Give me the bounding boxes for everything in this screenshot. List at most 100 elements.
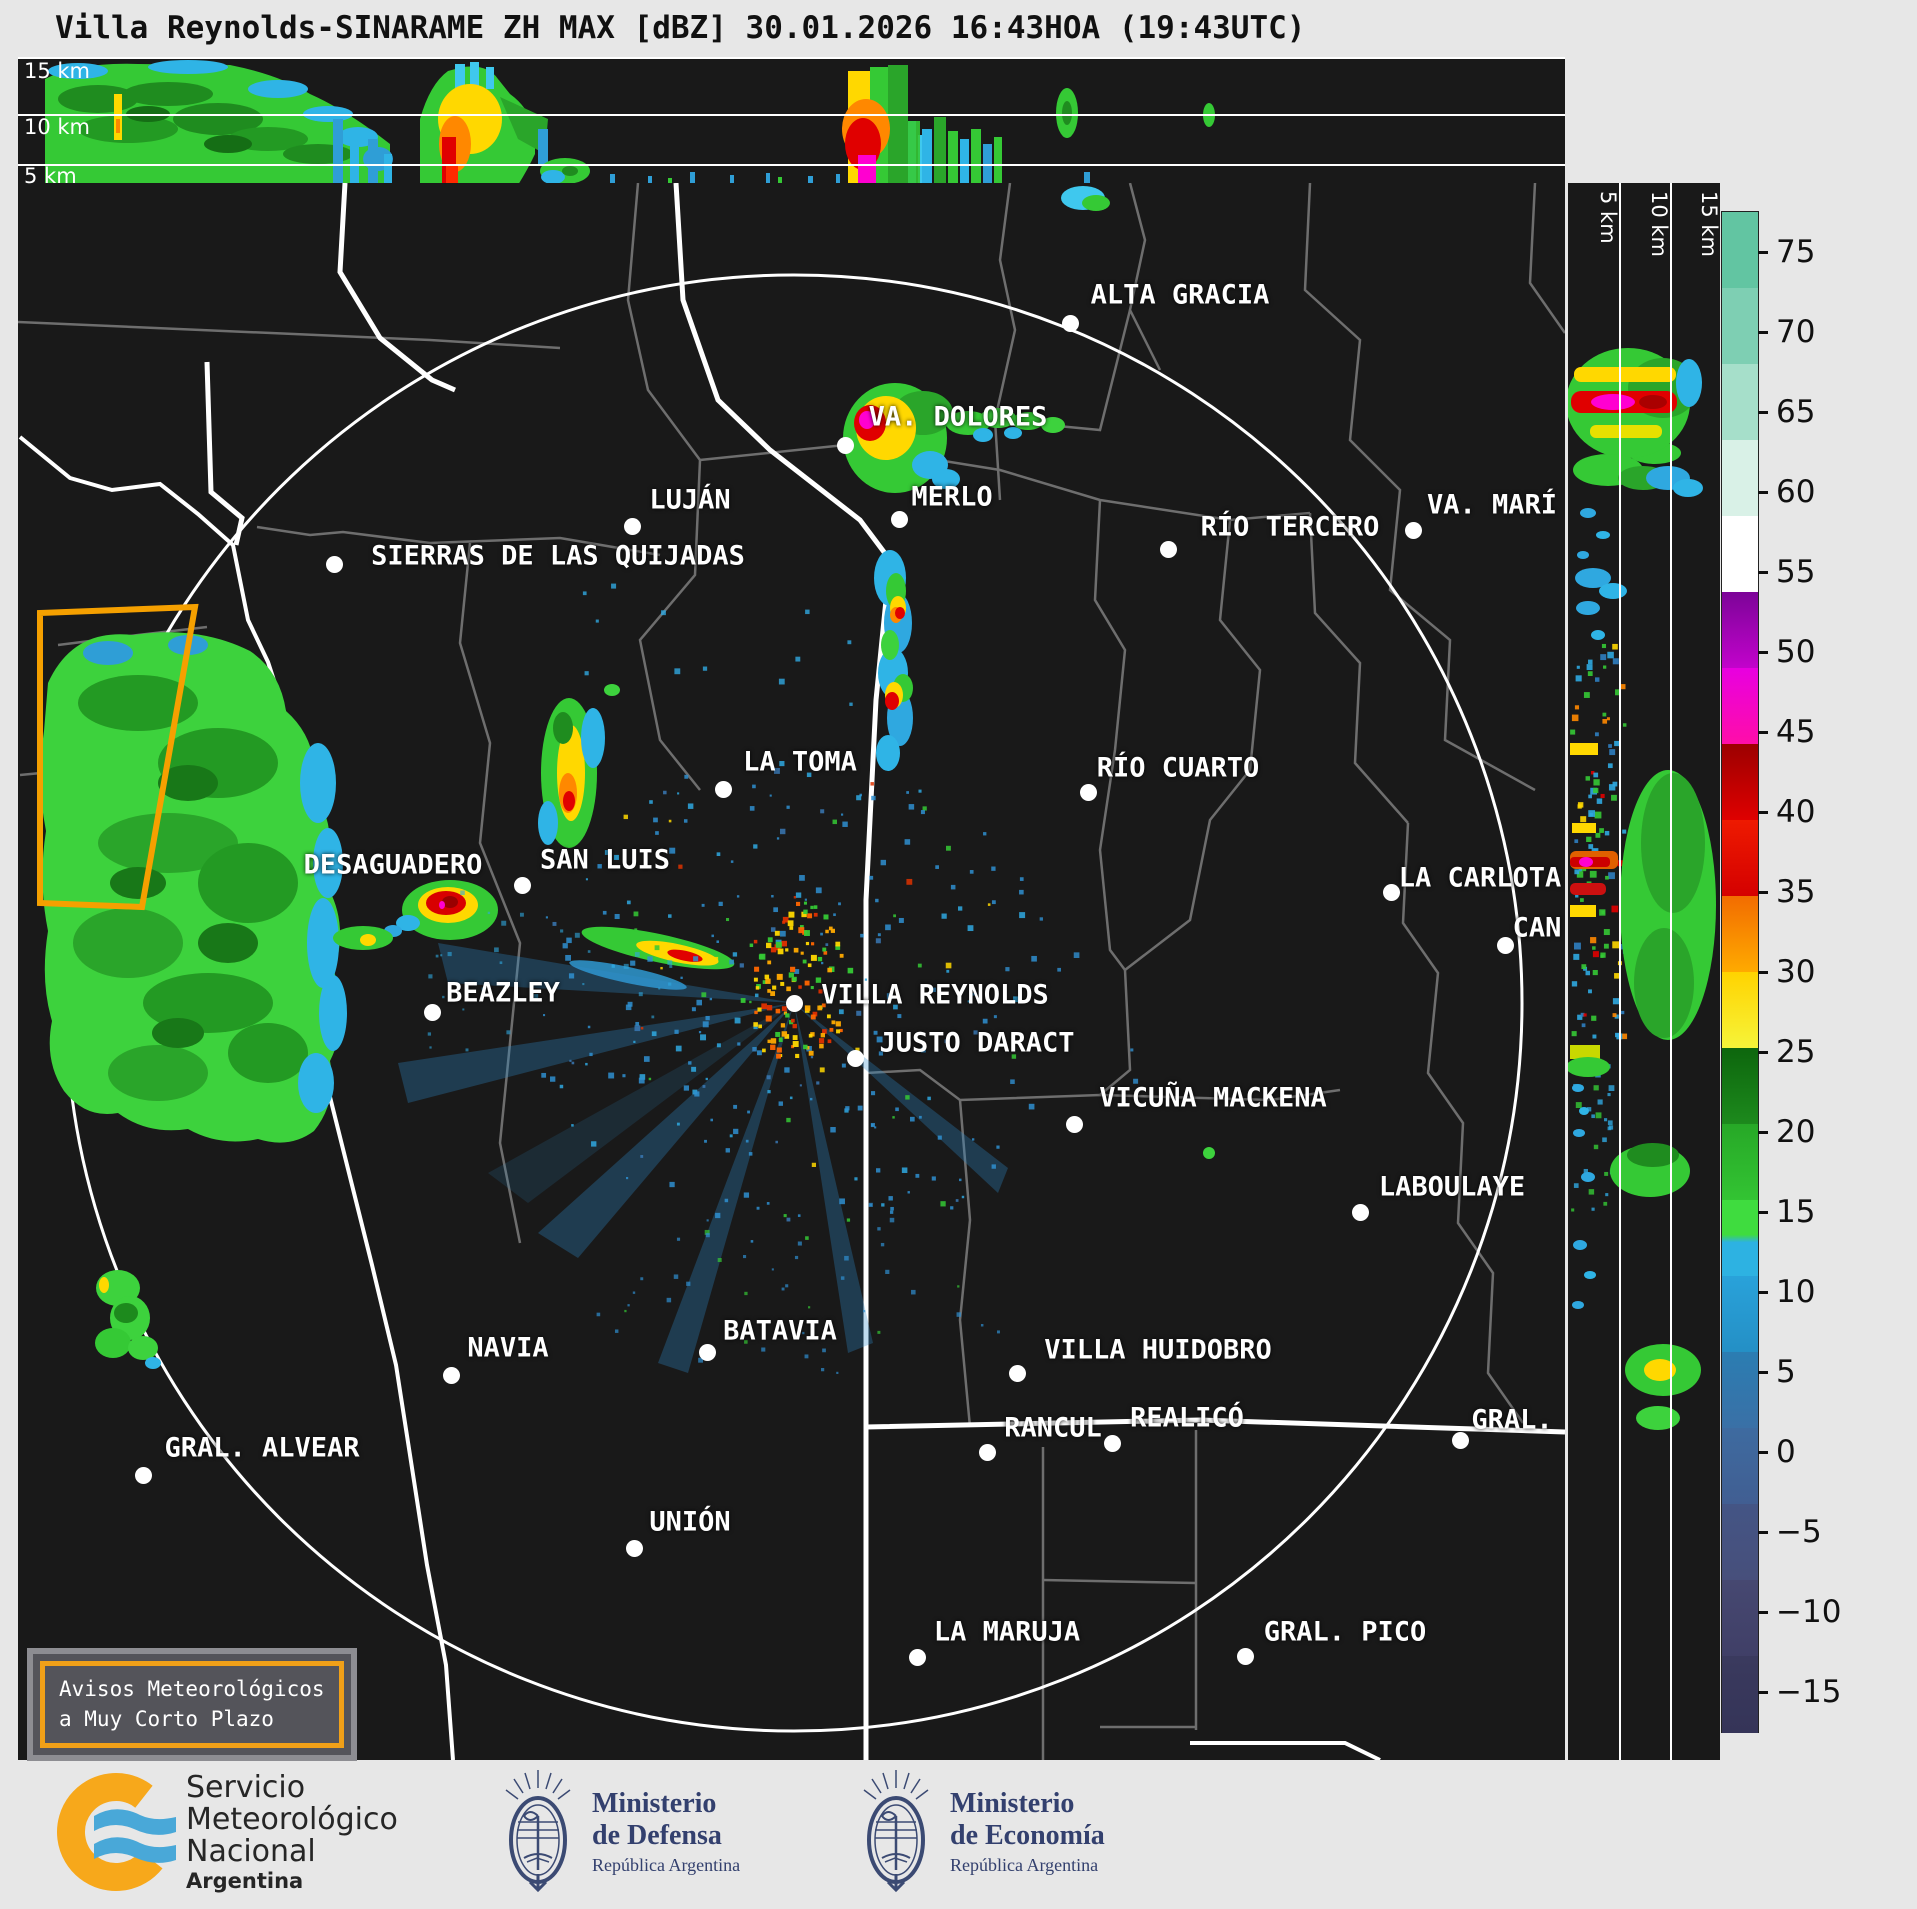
right-panel-altitude-label-0: 5 km [1596,191,1620,244]
city-dot [715,781,732,798]
colorbar-segment [1722,288,1758,365]
top-cross-section-panel [18,57,1565,185]
city-label: VILLA HUIDOBRO [1044,1334,1272,1366]
city-dot [1352,1204,1369,1221]
colorbar-tick [1758,250,1768,254]
colorbar-tick [1758,330,1768,334]
city-label: VA. DOLORES [868,401,1048,433]
colorbar-segment [1722,1656,1758,1733]
city-label: CAN [1512,912,1562,944]
city-dot [1080,784,1097,801]
city-dot [1237,1648,1254,1665]
coat-of-arms-defensa [505,1770,571,1893]
city-label: BEAZLEY [446,977,560,1009]
colorbar-tick-label: 30 [1776,954,1816,990]
colorbar-segment [1722,212,1758,289]
colorbar-tick [1758,1050,1768,1054]
city-dot [424,1004,441,1021]
city-dot [1160,541,1177,558]
colorbar-tick-label: 10 [1776,1274,1816,1310]
economia-line1: Ministerio [950,1788,1075,1819]
ministry-economia: Ministerio de Economía República Argenti… [950,1788,1105,1876]
warning-line1: Avisos Meteorológicos [59,1677,325,1701]
colorbar-tick-label: 40 [1776,794,1816,830]
colorbar-tick [1758,1690,1768,1694]
economia-line2: de Economía [950,1820,1105,1852]
smn-wordmark: Servicio Meteorológico Nacional Argentin… [186,1770,398,1892]
colorbar-tick [1758,970,1768,974]
smn-line3: Nacional [186,1834,316,1870]
colorbar-tick-label: 70 [1776,314,1816,350]
colorbar-segment [1722,820,1758,897]
colorbar-segment [1722,1124,1758,1201]
colorbar-tick-label: 65 [1776,394,1816,430]
department-boundaries [18,183,1565,1760]
city-dot [847,1050,864,1067]
smn-line2: Meteorológico [186,1802,398,1838]
city-label: GRAL. [1471,1404,1553,1436]
smn-line1: Servicio [186,1770,306,1805]
top-panel-altitude-label-2: 5 km [24,164,77,188]
city-label: RÍO TERCERO [1200,511,1380,543]
colorbar-segment [1722,1352,1758,1429]
city-label: REALICÓ [1130,1402,1244,1434]
echo-west-cell [333,880,498,950]
top-cross-section-plot [18,60,1565,185]
city-dot [135,1467,152,1484]
city-dot [514,877,531,894]
city-label: SAN LUIS [539,844,671,876]
colorbar-tick-label: −5 [1776,1514,1822,1550]
city-label: VA. MARÍ [1426,489,1558,521]
colorbar-tick-label: 20 [1776,1114,1816,1150]
city-dot [1062,315,1079,332]
right-panel-main-cell [1568,348,1702,458]
city-label: NAVIA [467,1332,549,1364]
defensa-line1: Ministerio [592,1788,717,1819]
colorbar-tick [1758,1210,1768,1214]
right-panel-altitude-label-1: 10 km [1647,191,1671,258]
colorbar-segment [1722,1200,1758,1277]
colorbar-segment [1722,896,1758,973]
colorbar-segment [1722,1580,1758,1657]
colorbar-tick [1758,410,1768,414]
city-dot [837,437,854,454]
top-panel-altitude-label-1: 10 km [24,115,91,139]
coat-of-arms-economia [863,1770,929,1893]
warning-polygon [37,603,199,911]
city-dot [1405,522,1422,539]
city-label: GRAL. PICO [1263,1616,1427,1648]
colorbar-tick [1758,1130,1768,1134]
city-label: RANCUL [1004,1412,1102,1444]
colorbar-tick [1758,1290,1768,1294]
city-dot [979,1444,996,1461]
echo-west-inner [73,635,347,1113]
colorbar-tick [1758,1530,1768,1534]
colorbar-tick-label: 75 [1776,234,1816,270]
colorbar-tick [1758,1370,1768,1374]
map-plot [18,183,1565,1760]
colorbar-segment [1722,592,1758,669]
city-dot [326,556,343,573]
colorbar-segment [1722,440,1758,517]
city-label: JUSTO DARACT [879,1027,1075,1059]
colorbar-tick-label: −10 [1776,1594,1842,1630]
city-label: LA CARLOTA [1398,862,1562,894]
defensa-line3: República Argentina [592,1855,741,1876]
colorbar-segment [1722,364,1758,441]
colorbar-tick-label: 25 [1776,1034,1816,1070]
map-panel [18,183,1565,1760]
warning-line2: a Muy Corto Plazo [59,1707,274,1732]
colorbar-tick-label: 45 [1776,714,1816,750]
colorbar-segment [1722,1428,1758,1505]
colorbar-segment [1722,1276,1758,1353]
city-label: LA TOMA [743,746,857,778]
city-label: MERLO [911,481,993,513]
colorbar-tick-label: 60 [1776,474,1816,510]
city-label: SIERRAS DE LAS QUIJADAS [371,540,745,572]
echo-border-band [874,550,913,771]
city-label: DESAGUADERO [303,849,483,881]
colorbar-segment [1722,516,1758,593]
city-dot [624,518,641,535]
city-dot [1383,884,1400,901]
city-dot [443,1367,460,1384]
